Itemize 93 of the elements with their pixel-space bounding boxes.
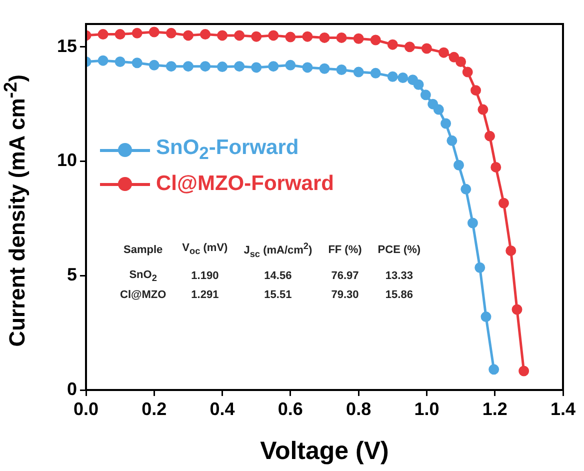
x-tick-label: 1.4 xyxy=(550,398,576,419)
point xyxy=(336,64,347,75)
point xyxy=(370,34,381,46)
annotation: 14.56 xyxy=(263,269,293,284)
point xyxy=(217,62,228,72)
point xyxy=(488,364,500,375)
point xyxy=(114,29,126,40)
point xyxy=(234,61,245,72)
point xyxy=(234,30,245,41)
x-tick-label: 0.4 xyxy=(210,398,235,419)
point xyxy=(132,58,142,68)
annotation: 79.30 xyxy=(330,288,360,304)
point xyxy=(182,30,194,41)
annotation: 76.97 xyxy=(330,269,360,284)
point xyxy=(440,118,452,129)
point xyxy=(268,61,279,72)
point xyxy=(413,79,424,90)
point xyxy=(438,47,449,58)
point xyxy=(370,68,381,78)
point xyxy=(478,104,488,115)
point xyxy=(217,30,228,41)
point xyxy=(480,312,492,322)
annotation: 15.86 xyxy=(384,288,414,304)
point xyxy=(336,32,347,43)
x-tick-label: 1.0 xyxy=(414,398,440,419)
point xyxy=(285,60,296,70)
point xyxy=(453,160,464,170)
legend-label: SnO$_{2}$-Forward xyxy=(156,136,299,164)
point xyxy=(462,66,473,78)
annotation: V$_{oc}$ (mV) xyxy=(181,241,229,259)
y-tick-label: 5 xyxy=(66,264,77,285)
x-tick-label: 0.8 xyxy=(346,398,372,419)
point xyxy=(166,61,176,72)
point xyxy=(200,61,210,72)
point xyxy=(148,60,160,70)
point xyxy=(404,42,415,52)
x-tick-label: 0.2 xyxy=(142,398,167,419)
annotation: 15.51 xyxy=(263,288,293,304)
annotation: Sample xyxy=(122,242,164,258)
point xyxy=(446,135,458,146)
point xyxy=(428,98,438,110)
annotation: Cl@MZO xyxy=(119,288,168,304)
point xyxy=(433,104,444,115)
point xyxy=(421,43,432,54)
x-tick-label: 0.6 xyxy=(278,398,303,419)
point xyxy=(166,28,176,38)
point xyxy=(268,30,279,41)
annotation: 1.190 xyxy=(190,269,220,284)
point xyxy=(285,32,296,42)
y-tick-label: 10 xyxy=(56,150,77,170)
point xyxy=(98,55,108,66)
annotation: FF (%) xyxy=(327,242,363,258)
point xyxy=(114,56,126,67)
point xyxy=(200,29,210,40)
point xyxy=(484,130,495,142)
point xyxy=(387,71,398,82)
point xyxy=(319,32,330,43)
x-tick-label: 1.2 xyxy=(482,398,508,419)
point xyxy=(460,184,472,194)
point xyxy=(182,61,194,72)
x-axis-title: Voltage (V) xyxy=(260,436,389,465)
point xyxy=(251,62,262,73)
point xyxy=(420,90,431,100)
point xyxy=(506,245,516,256)
legend-label: Cl@MZO-Forward xyxy=(156,172,334,196)
point xyxy=(353,66,364,78)
y-tick-label: 0 xyxy=(66,378,77,399)
point xyxy=(518,366,530,376)
point xyxy=(148,26,160,38)
x-tick-label: 0.0 xyxy=(73,398,99,419)
y-tick-label: 15 xyxy=(56,36,77,56)
point xyxy=(448,52,460,62)
point xyxy=(467,218,478,228)
annotation: PCE (%) xyxy=(376,242,422,258)
point xyxy=(319,63,330,74)
annotation: 1.291 xyxy=(190,288,220,304)
point xyxy=(474,262,486,273)
point xyxy=(302,31,313,42)
point xyxy=(456,56,466,67)
point xyxy=(387,39,398,50)
point xyxy=(251,31,262,42)
annotation: 13.33 xyxy=(384,269,414,284)
point xyxy=(132,28,142,38)
annotation: SnO$_{2}$ xyxy=(128,268,158,286)
point xyxy=(512,304,522,315)
point xyxy=(398,72,408,84)
point xyxy=(98,29,108,40)
annotation: J$_{sc}$ (mA/cm$^{2}$) xyxy=(242,240,314,261)
point xyxy=(490,162,502,172)
point xyxy=(302,62,313,73)
point xyxy=(353,33,364,44)
point xyxy=(470,85,482,96)
point xyxy=(498,198,509,208)
